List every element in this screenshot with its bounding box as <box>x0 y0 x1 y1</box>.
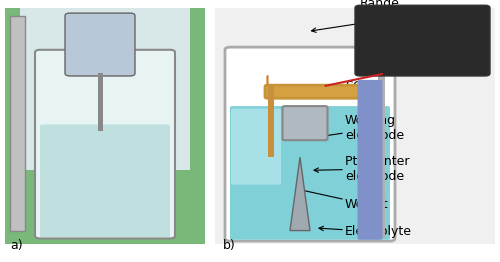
FancyBboxPatch shape <box>355 5 490 76</box>
Text: a): a) <box>10 238 22 252</box>
FancyBboxPatch shape <box>282 106 328 140</box>
Text: SCE: SCE <box>302 80 370 96</box>
FancyBboxPatch shape <box>225 47 395 241</box>
Text: Range
measuring
device: Range measuring device <box>312 0 426 40</box>
FancyBboxPatch shape <box>65 13 135 76</box>
FancyBboxPatch shape <box>5 8 205 244</box>
FancyBboxPatch shape <box>20 8 190 170</box>
Text: Working
electrode: Working electrode <box>309 114 404 142</box>
FancyBboxPatch shape <box>230 106 390 240</box>
Text: Electrolyte: Electrolyte <box>319 225 412 238</box>
FancyBboxPatch shape <box>358 80 382 240</box>
FancyBboxPatch shape <box>378 50 385 238</box>
Text: Weight: Weight <box>299 188 388 211</box>
FancyBboxPatch shape <box>40 124 170 237</box>
FancyBboxPatch shape <box>268 86 274 157</box>
FancyBboxPatch shape <box>5 8 205 244</box>
FancyBboxPatch shape <box>98 73 102 131</box>
Polygon shape <box>290 157 310 231</box>
Text: Pt counter
electrode: Pt counter electrode <box>314 155 410 183</box>
FancyBboxPatch shape <box>215 8 495 244</box>
FancyBboxPatch shape <box>231 109 281 185</box>
FancyBboxPatch shape <box>265 85 380 98</box>
FancyBboxPatch shape <box>35 50 175 238</box>
Text: b): b) <box>222 238 235 252</box>
FancyBboxPatch shape <box>10 16 25 231</box>
